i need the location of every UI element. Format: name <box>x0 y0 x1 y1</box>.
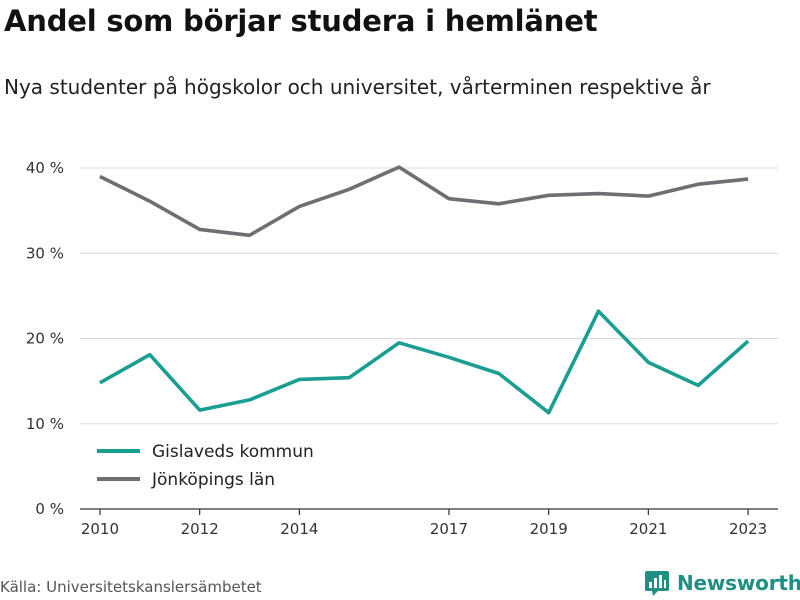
chart-title: Andel som börjar studera i hemlänet <box>4 4 598 38</box>
y-tick-label: 40 % <box>26 159 64 177</box>
series-line-jonkopings-lan <box>99 165 749 238</box>
legend-label: Jönköpings län <box>151 470 275 490</box>
x-tick-label: 2023 <box>729 520 767 538</box>
brand-name: Newsworthy <box>677 571 800 595</box>
chart-subtitle: Nya studenter på högskolor och universit… <box>4 75 711 99</box>
series-line-gislaveds-kommun <box>99 309 750 415</box>
y-tick-label: 30 % <box>26 244 64 262</box>
x-tick-label: 2021 <box>629 520 667 538</box>
gridlines <box>80 167 778 425</box>
series-lines <box>99 165 750 415</box>
x-tick-label: 2012 <box>181 520 219 538</box>
source-note: Källa: Universitetskanslersämbetet <box>0 578 262 596</box>
x-tick-label: 2019 <box>530 520 568 538</box>
brand-logo: Newsworthy <box>644 568 800 598</box>
x-tick-label: 2014 <box>280 520 318 538</box>
x-tick-label: 2017 <box>430 520 468 538</box>
legend: Gislaveds kommun Jönköpings län <box>97 442 314 490</box>
y-tick-label: 0 % <box>35 500 64 518</box>
y-tick-label: 20 % <box>26 330 64 348</box>
legend-label: Gislaveds kommun <box>152 442 314 462</box>
x-tick-label: 2010 <box>81 520 119 538</box>
axes: 0 % 10 % 20 % 30 % 40 % 2010 2012 2014 2017 2019 2… <box>26 159 778 538</box>
y-tick-label: 10 % <box>26 415 64 433</box>
newsworthy-logo-icon <box>645 571 669 596</box>
